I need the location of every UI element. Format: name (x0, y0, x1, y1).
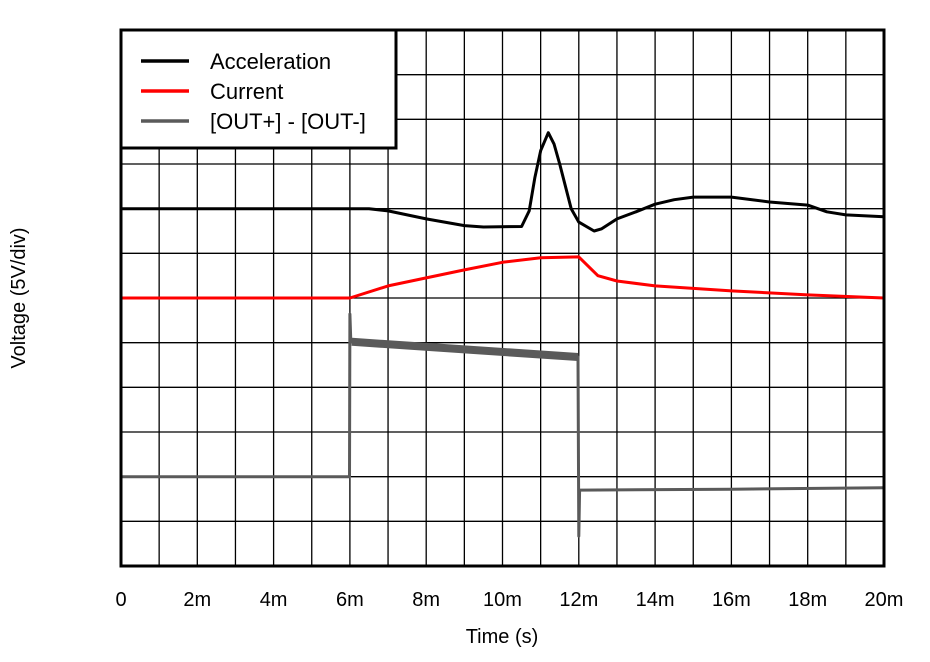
x-tick-labels: 0 2m 4m 6m 8m 10m 12m 14m 16m 18m 20m (115, 589, 903, 611)
x-tick-label: 14m (636, 589, 675, 611)
x-tick-label: 2m (183, 589, 211, 611)
legend-box (119, 28, 398, 150)
x-tick-label: 8m (412, 589, 440, 611)
x-tick-label: 10m (483, 589, 522, 611)
legend-label-0: Acceleration (210, 49, 331, 74)
x-tick-label: 20m (865, 589, 904, 611)
series-group (121, 131, 885, 538)
x-tick-label: 6m (336, 589, 364, 611)
legend-label-1: Current (210, 79, 283, 104)
legend: Acceleration Current [OUT+] - [OUT-] (119, 28, 398, 150)
legend-label-2: [OUT+] - [OUT-] (210, 109, 366, 134)
x-tick-label: 12m (559, 589, 598, 611)
series-line-1 (121, 255, 885, 300)
y-axis-label: Voltage (5V/div) (8, 227, 30, 368)
x-tick-label: 4m (260, 589, 288, 611)
series-line-0 (121, 131, 885, 233)
x-axis-label: Time (s) (466, 626, 539, 648)
x-tick-label: 18m (788, 589, 827, 611)
plot-frame (119, 28, 886, 568)
x-tick-label: 0 (115, 589, 126, 611)
x-tick-label: 16m (712, 589, 751, 611)
series-noise-band-2 (351, 337, 579, 361)
